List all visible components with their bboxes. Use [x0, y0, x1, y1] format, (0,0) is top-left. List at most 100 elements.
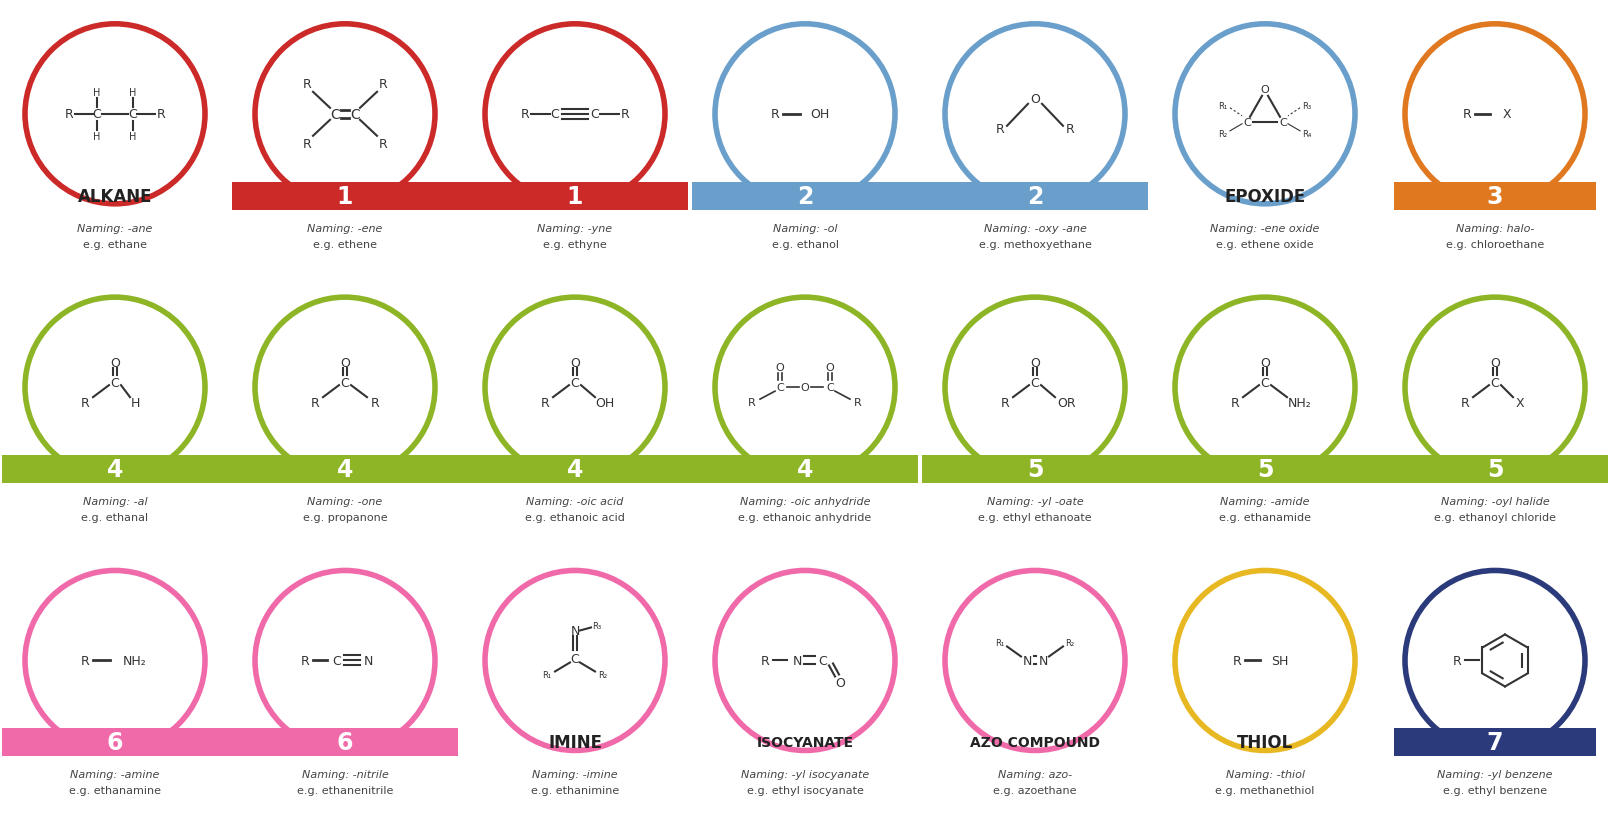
Text: C: C — [1261, 376, 1269, 389]
Text: O: O — [340, 356, 349, 369]
Text: R₁: R₁ — [1219, 102, 1228, 111]
Text: ISOCYANATE: ISOCYANATE — [757, 735, 853, 749]
Text: EPOXIDE: EPOXIDE — [1224, 188, 1306, 206]
Text: R: R — [378, 138, 388, 152]
Text: ALKANE: ALKANE — [77, 188, 153, 206]
Text: 6: 6 — [336, 731, 353, 754]
Text: SH: SH — [1272, 654, 1288, 667]
Text: 5: 5 — [1257, 458, 1274, 482]
Text: Naming: -thiol: Naming: -thiol — [1225, 770, 1304, 780]
Text: R: R — [760, 654, 770, 667]
Text: R: R — [1452, 654, 1462, 667]
Text: e.g. ethyl ethanoate: e.g. ethyl ethanoate — [979, 513, 1092, 523]
Text: AZO COMPOUND: AZO COMPOUND — [969, 735, 1100, 749]
Text: R₁: R₁ — [543, 670, 552, 679]
Text: O: O — [1491, 356, 1501, 369]
Text: R: R — [303, 138, 311, 152]
Text: R: R — [311, 396, 319, 410]
Text: C: C — [330, 107, 340, 122]
Text: C: C — [349, 107, 361, 122]
Text: C: C — [341, 376, 349, 389]
FancyBboxPatch shape — [692, 183, 1148, 210]
FancyBboxPatch shape — [232, 183, 687, 210]
Text: O: O — [1261, 84, 1269, 95]
FancyBboxPatch shape — [2, 729, 457, 757]
Text: Naming: -yl -oate: Naming: -yl -oate — [987, 496, 1084, 506]
Text: R: R — [370, 396, 380, 410]
Text: N: N — [570, 624, 580, 637]
Text: Naming: -one: Naming: -one — [308, 496, 383, 506]
Text: e.g. ethanoic anhydride: e.g. ethanoic anhydride — [739, 513, 871, 523]
Text: N: N — [364, 654, 372, 667]
Text: N: N — [1022, 654, 1032, 667]
Text: H: H — [129, 88, 137, 97]
Text: 2: 2 — [1027, 184, 1043, 209]
Text: O: O — [826, 363, 834, 373]
Text: R₂: R₂ — [1219, 130, 1227, 139]
Text: N: N — [792, 654, 802, 667]
Text: O: O — [570, 356, 580, 369]
Text: R: R — [64, 108, 74, 121]
Text: C: C — [570, 652, 580, 665]
Text: Naming: azo-: Naming: azo- — [998, 770, 1072, 780]
Text: C: C — [551, 108, 559, 121]
Text: C: C — [826, 382, 834, 392]
Text: Naming: -ol: Naming: -ol — [773, 224, 837, 233]
Text: R: R — [1230, 396, 1240, 410]
Text: Naming: halo-: Naming: halo- — [1455, 224, 1534, 233]
Text: 2: 2 — [797, 184, 813, 209]
Text: C: C — [818, 654, 828, 667]
Text: e.g. propanone: e.g. propanone — [303, 513, 388, 523]
Text: e.g. azoethane: e.g. azoethane — [993, 785, 1077, 795]
Text: R₂: R₂ — [599, 670, 607, 679]
Text: OH: OH — [810, 108, 829, 121]
Text: e.g. ethanal: e.g. ethanal — [82, 513, 148, 523]
Text: R: R — [1066, 123, 1074, 136]
Text: R₃: R₃ — [592, 621, 602, 630]
Text: Naming: -nitrile: Naming: -nitrile — [301, 770, 388, 780]
Text: H: H — [129, 132, 137, 142]
Text: e.g. ethyl isocyanate: e.g. ethyl isocyanate — [747, 785, 863, 795]
Text: e.g. ethyl benzene: e.g. ethyl benzene — [1443, 785, 1547, 795]
Text: X: X — [1515, 396, 1525, 410]
Text: R: R — [1001, 396, 1009, 410]
Text: R: R — [1460, 396, 1470, 410]
Text: C: C — [591, 108, 599, 121]
Text: O: O — [800, 382, 810, 392]
Text: Naming: -ene oxide: Naming: -ene oxide — [1211, 224, 1320, 233]
Text: C: C — [1491, 376, 1499, 389]
Text: O: O — [1030, 356, 1040, 369]
Text: e.g. ethanimine: e.g. ethanimine — [531, 785, 620, 795]
Text: C: C — [333, 654, 341, 667]
Text: C: C — [1030, 376, 1040, 389]
Text: 7: 7 — [1486, 731, 1504, 754]
Text: R: R — [301, 654, 309, 667]
Text: R: R — [80, 396, 90, 410]
Text: Naming: -yl isocyanate: Naming: -yl isocyanate — [741, 770, 869, 780]
Text: R: R — [303, 78, 311, 91]
Text: e.g. ethene: e.g. ethene — [312, 239, 377, 250]
Text: R: R — [771, 108, 779, 121]
Text: C: C — [1243, 118, 1251, 128]
Text: C: C — [570, 376, 580, 389]
Text: e.g. ethyne: e.g. ethyne — [543, 239, 607, 250]
Text: O: O — [776, 363, 784, 373]
Text: THIOL: THIOL — [1236, 734, 1293, 752]
Text: IMINE: IMINE — [547, 734, 602, 752]
Text: R₁: R₁ — [995, 638, 1005, 647]
Text: NH₂: NH₂ — [122, 654, 147, 667]
Text: OR: OR — [1058, 396, 1077, 410]
Text: Naming: -oyl halide: Naming: -oyl halide — [1441, 496, 1549, 506]
Text: C: C — [1278, 118, 1286, 128]
Text: Naming: -yl benzene: Naming: -yl benzene — [1438, 770, 1552, 780]
Text: e.g. ethanoic acid: e.g. ethanoic acid — [525, 513, 625, 523]
Text: C: C — [129, 108, 137, 121]
Text: R: R — [1462, 108, 1472, 121]
Text: R: R — [1233, 654, 1241, 667]
Text: 4: 4 — [797, 458, 813, 482]
Text: Naming: -oic anhydride: Naming: -oic anhydride — [739, 496, 871, 506]
Text: e.g. chloroethane: e.g. chloroethane — [1446, 239, 1544, 250]
Text: 6: 6 — [106, 731, 124, 754]
Text: N: N — [1038, 654, 1048, 667]
Text: R: R — [520, 108, 530, 121]
